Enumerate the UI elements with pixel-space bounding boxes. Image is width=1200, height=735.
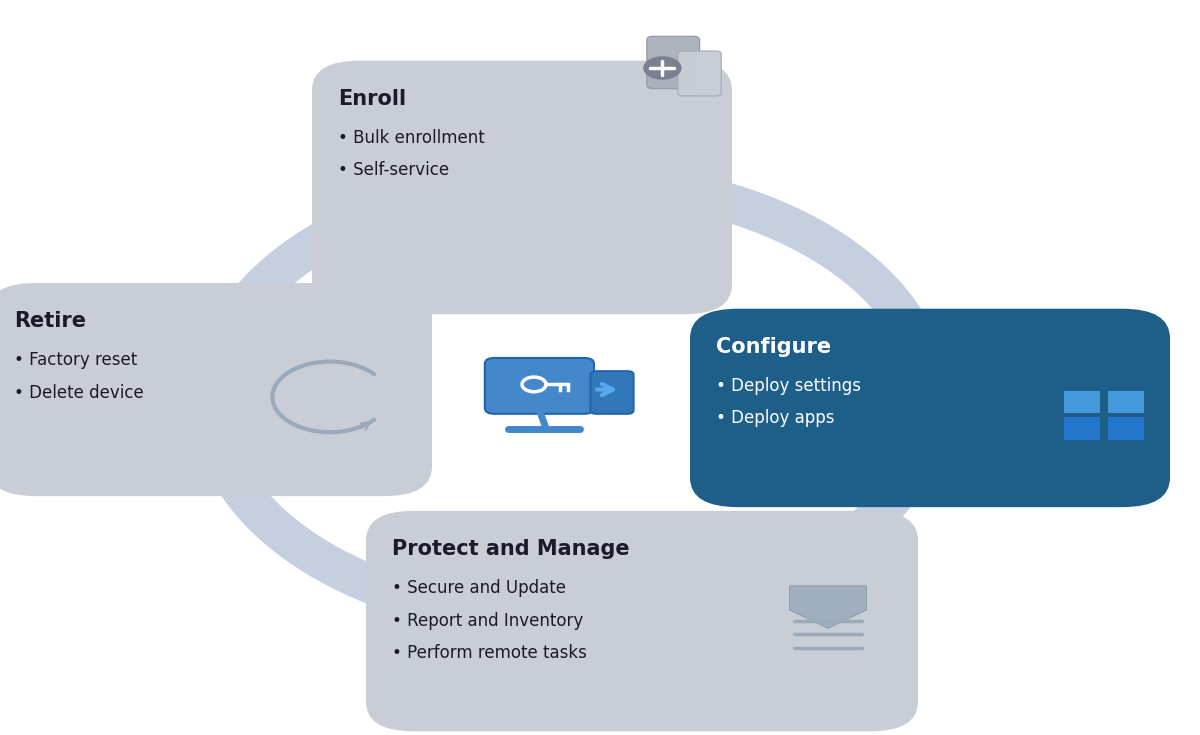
FancyBboxPatch shape (590, 371, 634, 414)
FancyBboxPatch shape (690, 309, 1170, 507)
Text: • Factory reset: • Factory reset (14, 351, 138, 369)
FancyBboxPatch shape (1108, 417, 1144, 440)
FancyBboxPatch shape (0, 283, 432, 496)
FancyBboxPatch shape (312, 61, 732, 315)
FancyBboxPatch shape (647, 37, 700, 89)
Text: Protect and Manage: Protect and Manage (392, 539, 630, 559)
Text: • Bulk enrollment: • Bulk enrollment (338, 129, 485, 147)
Text: • Secure and Update: • Secure and Update (392, 579, 566, 597)
Text: • Self-service: • Self-service (338, 162, 450, 179)
Text: • Deploy settings: • Deploy settings (716, 377, 862, 395)
Polygon shape (790, 586, 866, 628)
Text: • Report and Inventory: • Report and Inventory (392, 612, 583, 629)
Text: Enroll: Enroll (338, 89, 407, 109)
Text: • Perform remote tasks: • Perform remote tasks (392, 644, 587, 662)
Text: Configure: Configure (716, 337, 832, 356)
FancyBboxPatch shape (1064, 417, 1100, 440)
FancyBboxPatch shape (1108, 391, 1144, 413)
Text: Retire: Retire (14, 311, 86, 331)
Text: • Delete device: • Delete device (14, 384, 144, 401)
Circle shape (643, 57, 682, 80)
FancyBboxPatch shape (678, 51, 721, 96)
FancyBboxPatch shape (1064, 391, 1100, 413)
Text: • Deploy apps: • Deploy apps (716, 409, 835, 427)
FancyBboxPatch shape (485, 358, 594, 414)
FancyBboxPatch shape (366, 511, 918, 731)
